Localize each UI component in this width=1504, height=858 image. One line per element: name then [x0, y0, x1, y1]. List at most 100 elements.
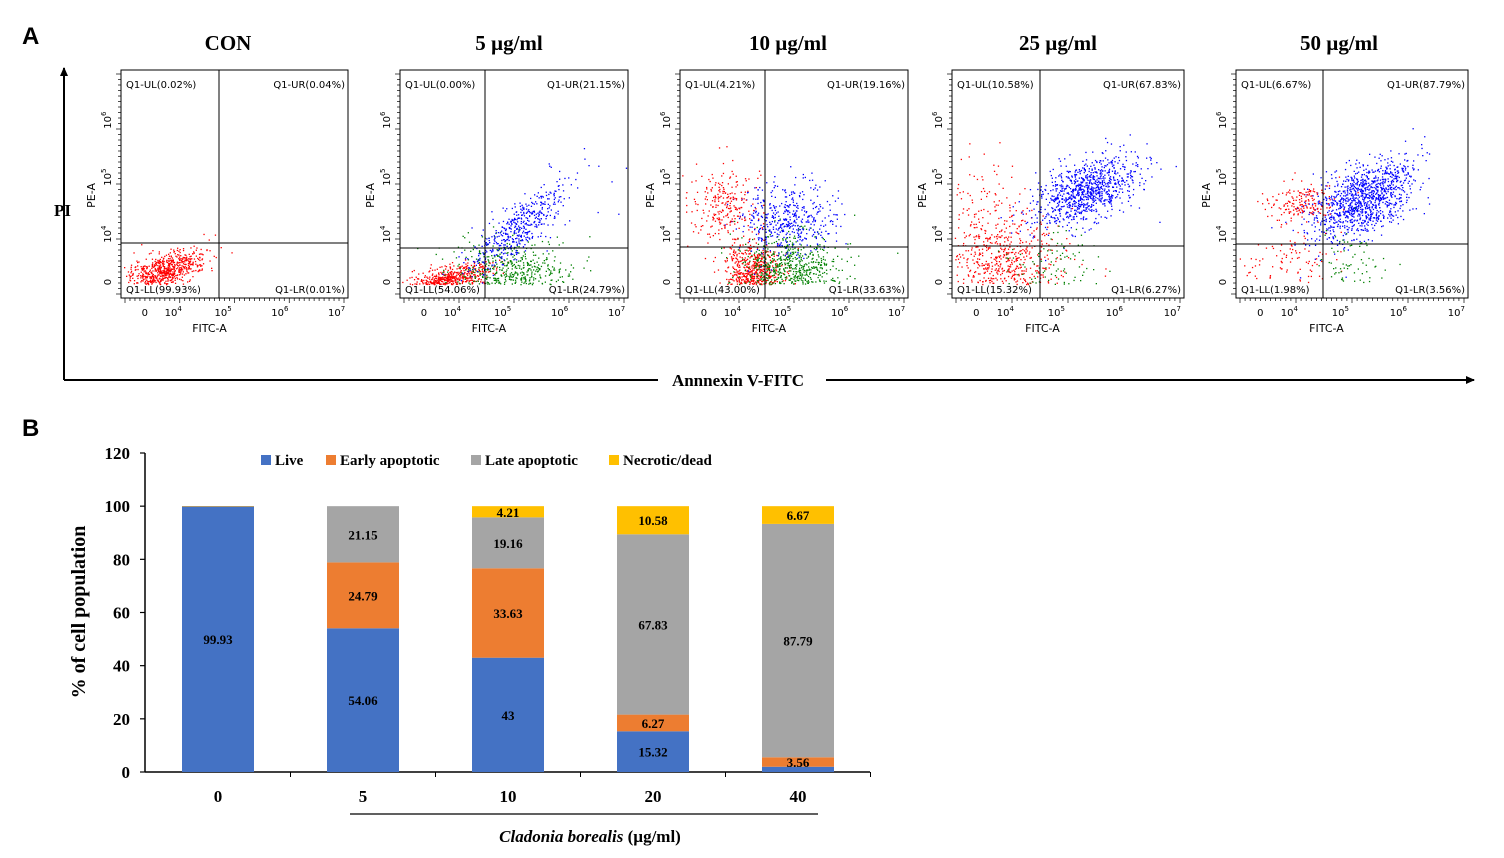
scatter-point [958, 253, 961, 256]
scatter-point [801, 275, 803, 277]
scatter-point [752, 276, 754, 278]
scatter-point [524, 276, 526, 278]
scatter-point [1106, 199, 1108, 201]
scatter-point [146, 282, 149, 284]
scatter-point [146, 267, 148, 269]
scatter-point [775, 206, 777, 208]
scatter-point [464, 249, 466, 251]
scatter-point [744, 194, 746, 196]
scatter-point [1029, 251, 1031, 253]
scatter-point [480, 263, 482, 265]
scatter-point [1104, 203, 1106, 205]
scatter-point [845, 243, 847, 245]
scatter-point [523, 273, 525, 276]
scatter-point [773, 281, 775, 283]
scatter-point [1041, 240, 1043, 242]
quadrant-ur-label: Q1-UR(19.16%) [827, 80, 905, 91]
y-tick-label: 106 [659, 111, 673, 129]
scatter-point [749, 275, 751, 277]
scatter-point [427, 281, 430, 283]
scatter-point [1037, 254, 1039, 256]
scatter-point [455, 280, 457, 282]
scatter-point [452, 275, 454, 278]
scatter-point [467, 232, 469, 234]
scatter-point [996, 238, 998, 240]
scatter-point [1013, 273, 1016, 275]
scatter-point [1046, 254, 1048, 256]
scatter-point [824, 180, 826, 182]
scatter-point [1124, 168, 1126, 171]
scatter-point [801, 240, 803, 242]
scatter-point [695, 163, 698, 165]
scatter-point [1036, 217, 1038, 219]
scatter-point [765, 239, 767, 241]
scatter-point [166, 271, 168, 273]
scatter-point [527, 241, 529, 243]
scatter-point [498, 222, 500, 224]
scatter-point [764, 250, 767, 252]
scatter-point [1029, 189, 1032, 191]
scatter-point [486, 244, 488, 246]
flow-plot-frame [399, 69, 629, 299]
scatter-point [785, 253, 787, 255]
scatter-point [1090, 165, 1092, 167]
scatter-point [1035, 270, 1037, 272]
scatter-point [761, 257, 763, 259]
scatter-point [704, 191, 706, 193]
scatter-point [790, 191, 793, 193]
scatter-point [553, 260, 556, 262]
scatter-point [753, 265, 755, 267]
scatter-point [759, 283, 761, 286]
scatter-point [772, 228, 775, 230]
y-axis-label: PE-A [364, 183, 377, 208]
scatter-point [446, 280, 449, 283]
scatter-point [162, 272, 164, 274]
scatter-point [1086, 190, 1089, 193]
scatter-point [754, 206, 756, 209]
scatter-point [1121, 188, 1123, 190]
scatter-point [1071, 207, 1074, 210]
scatter-point [184, 257, 186, 259]
scatter-point [1044, 188, 1046, 191]
scatter-point [438, 273, 440, 275]
scatter-point [1015, 273, 1017, 276]
scatter-point [1112, 186, 1114, 188]
scatter-point [145, 272, 147, 275]
scatter-point [1021, 211, 1023, 213]
scatter-point [714, 199, 716, 201]
scatter-point [715, 206, 717, 208]
scatter-point [1019, 238, 1021, 240]
scatter-point [516, 243, 518, 245]
scatter-point [517, 231, 520, 233]
scatter-point [734, 268, 736, 270]
scatter-point [1074, 213, 1076, 215]
scatter-point [817, 269, 819, 271]
scatter-point [989, 236, 991, 239]
scatter-point [1100, 201, 1102, 203]
scatter-point [1041, 195, 1043, 197]
scatter-point [454, 271, 456, 273]
scatter-point [1049, 170, 1051, 173]
scatter-point [523, 208, 525, 211]
scatter-point [1116, 186, 1118, 188]
scatter-point [1020, 212, 1023, 214]
x-tick-exponent: 4 [177, 305, 182, 313]
scatter-point [1068, 186, 1070, 188]
scatter-point [570, 184, 572, 186]
scatter-point [990, 277, 992, 279]
scatter-point [201, 259, 203, 261]
scatter-point [726, 206, 728, 209]
scatter-point [209, 260, 211, 262]
scatter-point [998, 251, 1000, 253]
scatter-point [519, 239, 522, 242]
scatter-point [208, 239, 210, 241]
scatter-point [1132, 182, 1134, 184]
scatter-point [790, 266, 792, 269]
scatter-point [500, 283, 502, 285]
scatter-point [503, 244, 505, 246]
scatter-point [155, 277, 157, 279]
scatter-point [735, 199, 738, 201]
scatter-point [779, 219, 781, 222]
scatter-point [519, 202, 521, 204]
scatter-point [731, 221, 733, 223]
